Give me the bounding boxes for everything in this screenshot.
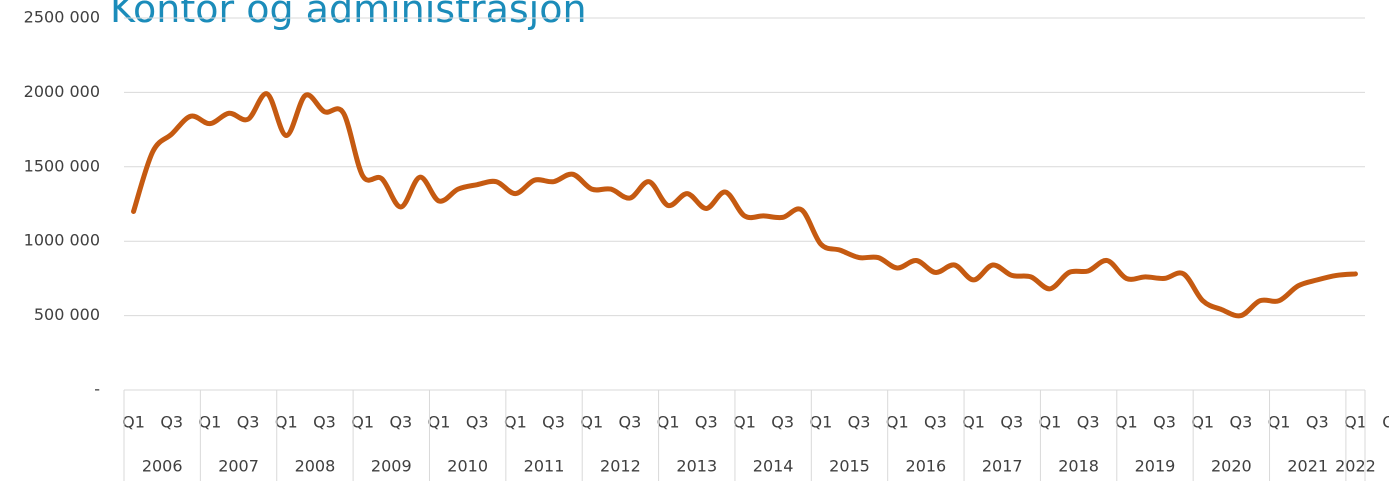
- year-label: 2014: [753, 457, 794, 476]
- year-label: 2018: [1058, 457, 1099, 476]
- x-tick-label: Q3: [771, 413, 794, 432]
- x-tick-label: Q3: [466, 413, 489, 432]
- x-tick-label: Q1: [351, 413, 374, 432]
- x-tick-label: Q3: [619, 413, 642, 432]
- year-label: 2011: [524, 457, 565, 476]
- y-tick-label: 2500 000: [24, 8, 100, 27]
- x-tick-label: Q1: [886, 413, 909, 432]
- x-tick-label: Q1: [962, 413, 985, 432]
- year-label: 2009: [371, 457, 412, 476]
- x-tick-label: Q3: [848, 413, 871, 432]
- y-tick-label: 2000 000: [24, 82, 100, 101]
- x-tick-label: Q1: [809, 413, 832, 432]
- x-tick-label: Q1: [275, 413, 298, 432]
- year-label: 2013: [676, 457, 717, 476]
- year-label: 2010: [447, 457, 488, 476]
- year-label: 2016: [906, 457, 947, 476]
- x-tick-label: Q3: [389, 413, 412, 432]
- x-tick-label: Q3: [1077, 413, 1100, 432]
- x-tick-label: Q1: [1268, 413, 1291, 432]
- year-label: 2021: [1287, 457, 1328, 476]
- year-label: 2006: [142, 457, 183, 476]
- x-tick-label: Q3: [1153, 413, 1176, 432]
- year-label: 2022: [1335, 457, 1376, 476]
- x-tick-label: Q1: [1115, 413, 1138, 432]
- y-tick-label: 500 000: [34, 305, 100, 324]
- year-label: 2007: [218, 457, 259, 476]
- x-tick-label: Q3: [1306, 413, 1329, 432]
- x-tick-label: Q1: [428, 413, 451, 432]
- x-tick-label: Q1: [657, 413, 680, 432]
- x-tick-label: Q3: [924, 413, 947, 432]
- x-tick-label: Q3: [1382, 413, 1389, 432]
- x-tick-label: Q3: [695, 413, 718, 432]
- x-tick-label: Q1: [122, 413, 145, 432]
- x-tick-label: Q3: [237, 413, 260, 432]
- x-tick-label: Q1: [733, 413, 756, 432]
- x-tick-label: Q1: [199, 413, 222, 432]
- x-tick-label: Q1: [580, 413, 603, 432]
- y-tick-label: -: [94, 380, 100, 399]
- year-label: 2015: [829, 457, 870, 476]
- chart-title: Kontor og administrasjon: [110, 0, 587, 31]
- year-label: 2019: [1135, 457, 1176, 476]
- x-tick-label: Q3: [542, 413, 565, 432]
- line: [131, 91, 1358, 319]
- x-tick-label: Q3: [1000, 413, 1023, 432]
- year-label: 2008: [295, 457, 336, 476]
- year-label: 2012: [600, 457, 641, 476]
- year-label: 2017: [982, 457, 1023, 476]
- y-tick-label: 1500 000: [24, 156, 100, 175]
- x-tick-label: Q1: [1344, 413, 1367, 432]
- x-tick-label: Q1: [1039, 413, 1062, 432]
- x-tick-label: Q3: [313, 413, 336, 432]
- x-tick-label: Q3: [160, 413, 183, 432]
- x-tick-label: Q3: [1230, 413, 1253, 432]
- x-tick-label: Q1: [1191, 413, 1214, 432]
- year-label: 2020: [1211, 457, 1252, 476]
- x-tick-label: Q1: [504, 413, 527, 432]
- y-tick-label: 1000 000: [24, 231, 100, 250]
